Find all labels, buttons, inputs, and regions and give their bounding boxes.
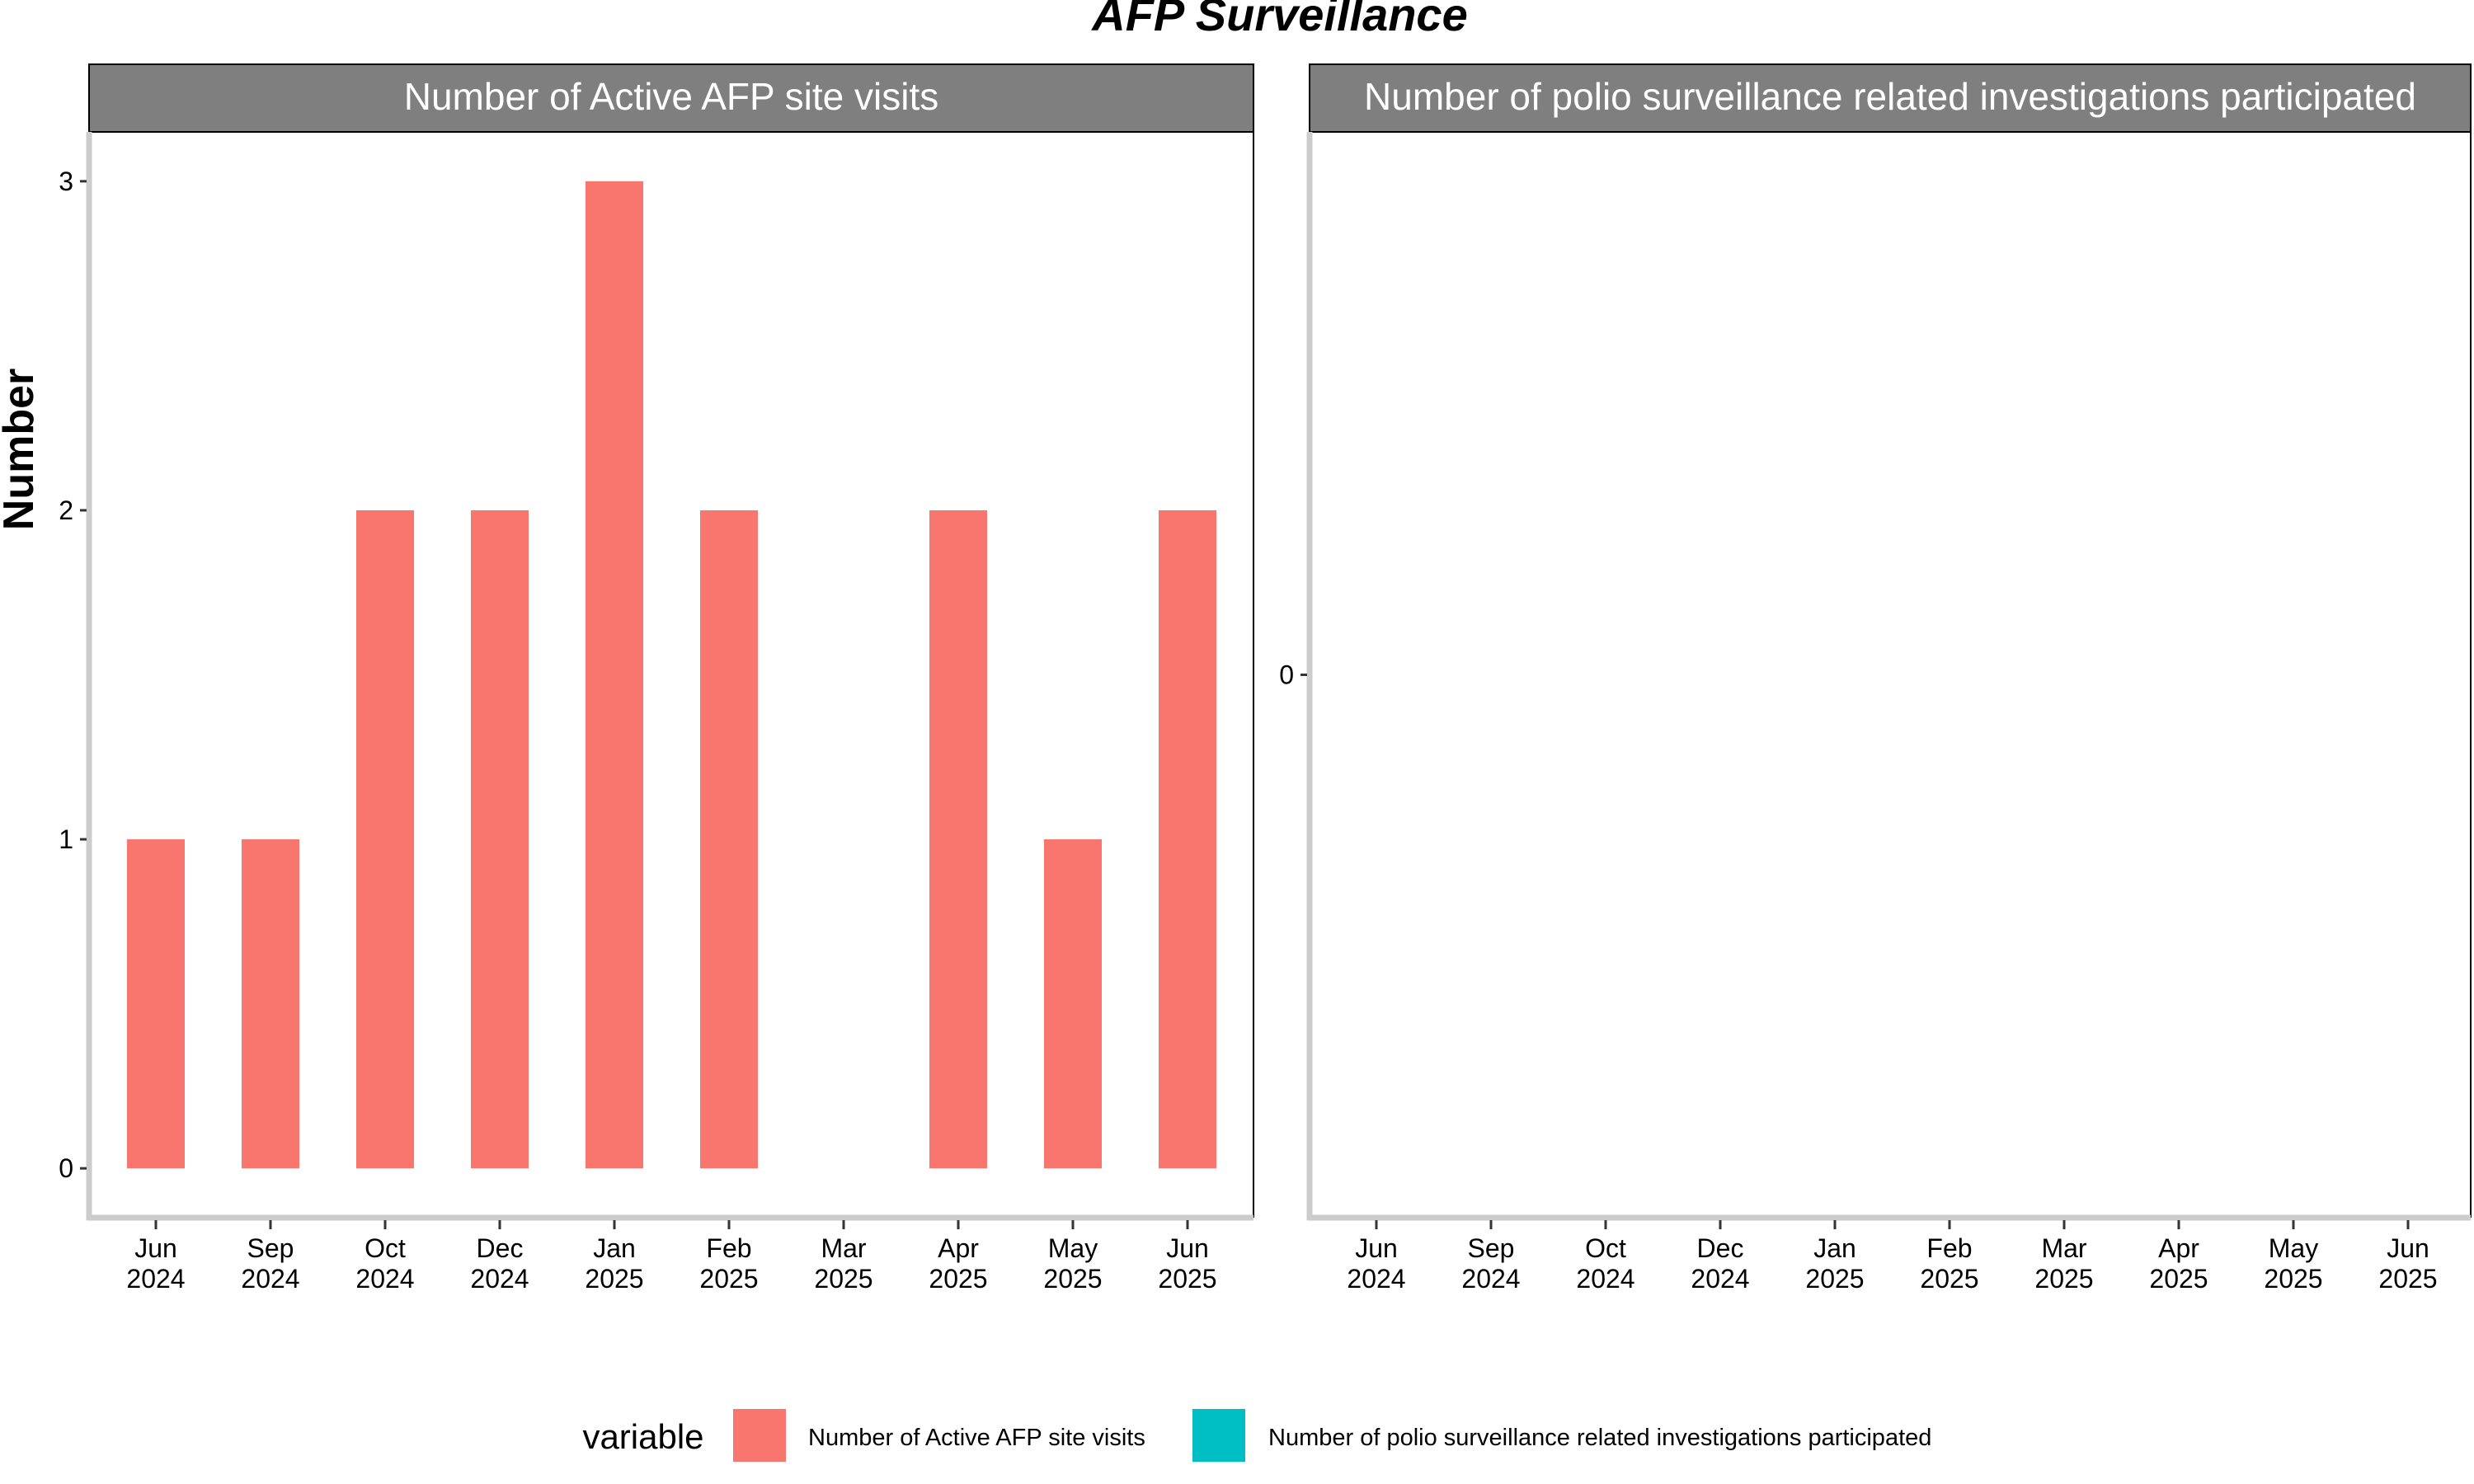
x-tick-label-year: 2025 (1158, 1264, 1216, 1294)
x-tick-label: Jan (593, 1233, 636, 1263)
legend-label-afp-site-visits: Number of Active AFP site visits (808, 1425, 1145, 1451)
bar (356, 510, 414, 1169)
x-tick-label-year: 2024 (1691, 1264, 1749, 1294)
y-tick-label: 1 (59, 824, 73, 854)
panel-strip-label: Number of Active AFP site visits (404, 75, 939, 118)
x-tick-label-year: 2025 (814, 1264, 872, 1294)
y-tick-label: 0 (1279, 660, 1294, 690)
x-tick-label-year: 2025 (2149, 1264, 2208, 1294)
x-tick-label: Jan (1813, 1233, 1856, 1263)
x-tick-label: Jun (1166, 1233, 1209, 1263)
legend-key-polio-investigations (1192, 1409, 1245, 1462)
x-tick-label-year: 2025 (1043, 1264, 1102, 1294)
y-axis-label: Number (0, 369, 43, 530)
x-tick-label: Oct (1585, 1233, 1626, 1263)
x-tick-label: Sep (247, 1233, 294, 1263)
x-tick-label-year: 2024 (1461, 1264, 1520, 1294)
x-tick-label: Jun (1355, 1233, 1398, 1263)
legend-key-afp-site-visits (733, 1409, 786, 1462)
bar (1044, 839, 1102, 1169)
y-tick-label: 3 (59, 167, 73, 196)
x-tick-label: Apr (938, 1233, 979, 1263)
bar (242, 839, 299, 1169)
panel-strip (88, 63, 1254, 133)
panel-2: Number of polio surveillance related inv… (1279, 63, 2472, 1294)
legend-label-polio-investigations: Number of polio surveillance related inv… (1268, 1425, 1931, 1451)
x-tick-label-year: 2025 (2034, 1264, 2093, 1294)
x-tick-label: Oct (365, 1233, 406, 1263)
x-tick-label: Mar (821, 1233, 866, 1263)
bar (127, 839, 185, 1169)
x-tick-label: Jun (2387, 1233, 2429, 1263)
x-tick-label-year: 2024 (1576, 1264, 1634, 1294)
x-tick-label: Mar (2041, 1233, 2086, 1263)
y-tick-label: 2 (59, 495, 73, 525)
x-tick-label: May (2269, 1233, 2318, 1263)
bar (471, 510, 529, 1169)
panels: Number of Active AFP site visits0123Jun2… (59, 63, 2472, 1294)
x-tick-label-year: 2025 (699, 1264, 758, 1294)
legend: variable Number of Active AFP site visit… (582, 1409, 1931, 1462)
chart-title: AFP Surveillance (1090, 0, 1467, 40)
x-tick-label-year: 2025 (1920, 1264, 1978, 1294)
x-tick-label-year: 2025 (929, 1264, 987, 1294)
x-tick-label-year: 2024 (470, 1264, 529, 1294)
bar (1159, 510, 1216, 1169)
x-tick-label-year: 2024 (1347, 1264, 1405, 1294)
x-tick-label-year: 2024 (355, 1264, 414, 1294)
x-tick-label-year: 2025 (2264, 1264, 2322, 1294)
x-tick-label-year: 2024 (126, 1264, 185, 1294)
x-tick-label: Dec (477, 1233, 524, 1263)
x-tick-label: Apr (2158, 1233, 2199, 1263)
bar (929, 510, 987, 1169)
x-tick-label-year: 2024 (241, 1264, 299, 1294)
panel-strip (1309, 63, 2472, 133)
x-tick-label-year: 2025 (585, 1264, 643, 1294)
bar (700, 510, 758, 1169)
legend-title: variable (582, 1417, 703, 1456)
panel-1: Number of Active AFP site visits0123Jun2… (59, 63, 1254, 1294)
bar (586, 181, 643, 1169)
panel-strip-label: Number of polio surveillance related inv… (1364, 75, 2416, 118)
x-tick-label: Dec (1697, 1233, 1744, 1263)
x-tick-label: May (1048, 1233, 1098, 1263)
y-tick-label: 0 (59, 1153, 73, 1183)
x-tick-label-year: 2025 (2378, 1264, 2437, 1294)
x-tick-label: Sep (1468, 1233, 1515, 1263)
x-tick-label: Feb (1926, 1233, 1972, 1263)
x-tick-label: Feb (706, 1233, 751, 1263)
x-tick-label-year: 2025 (1805, 1264, 1864, 1294)
x-tick-label: Jun (134, 1233, 177, 1263)
